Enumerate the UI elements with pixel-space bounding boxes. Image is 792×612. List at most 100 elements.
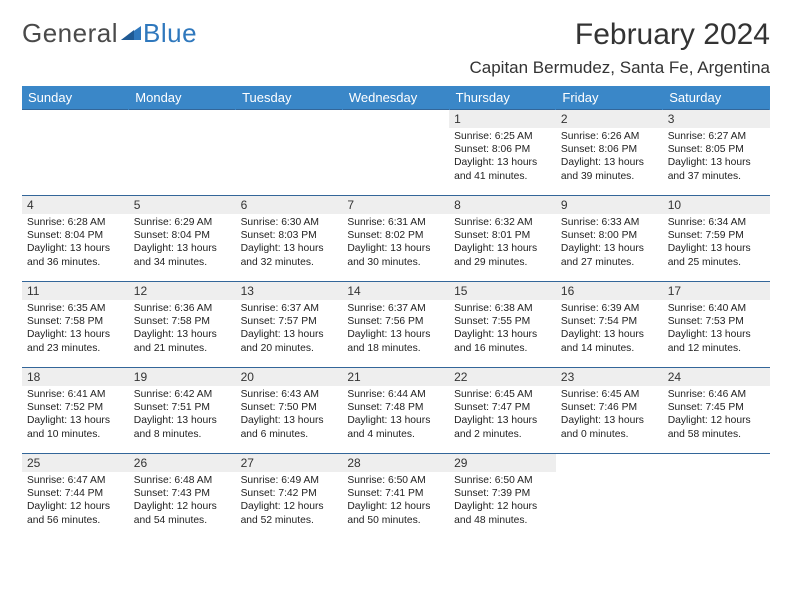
calendar-day-cell (236, 110, 343, 196)
day-number: 20 (236, 368, 343, 386)
calendar-day-cell: 15Sunrise: 6:38 AMSunset: 7:55 PMDayligh… (449, 282, 556, 368)
day-number: 8 (449, 196, 556, 214)
day-number: 5 (129, 196, 236, 214)
day-number: 4 (22, 196, 129, 214)
calendar-day-cell: 29Sunrise: 6:50 AMSunset: 7:39 PMDayligh… (449, 454, 556, 540)
day-details: Sunrise: 6:37 AMSunset: 7:57 PMDaylight:… (236, 300, 343, 358)
day-number: 10 (663, 196, 770, 214)
calendar-day-cell: 9Sunrise: 6:33 AMSunset: 8:00 PMDaylight… (556, 196, 663, 282)
day-details: Sunrise: 6:42 AMSunset: 7:51 PMDaylight:… (129, 386, 236, 444)
weekday-header: Wednesday (342, 86, 449, 110)
day-details: Sunrise: 6:50 AMSunset: 7:39 PMDaylight:… (449, 472, 556, 530)
day-details: Sunrise: 6:49 AMSunset: 7:42 PMDaylight:… (236, 472, 343, 530)
day-details: Sunrise: 6:31 AMSunset: 8:02 PMDaylight:… (342, 214, 449, 272)
day-number: 9 (556, 196, 663, 214)
day-number: 26 (129, 454, 236, 472)
calendar-day-cell: 1Sunrise: 6:25 AMSunset: 8:06 PMDaylight… (449, 110, 556, 196)
calendar-day-cell: 17Sunrise: 6:40 AMSunset: 7:53 PMDayligh… (663, 282, 770, 368)
calendar-day-cell: 27Sunrise: 6:49 AMSunset: 7:42 PMDayligh… (236, 454, 343, 540)
weekday-header: Saturday (663, 86, 770, 110)
calendar-day-cell: 23Sunrise: 6:45 AMSunset: 7:46 PMDayligh… (556, 368, 663, 454)
day-number: 1 (449, 110, 556, 128)
calendar-day-cell (556, 454, 663, 540)
day-details: Sunrise: 6:45 AMSunset: 7:46 PMDaylight:… (556, 386, 663, 444)
day-number: 29 (449, 454, 556, 472)
logo-text-b: Blue (143, 18, 197, 49)
calendar-week-row: 25Sunrise: 6:47 AMSunset: 7:44 PMDayligh… (22, 454, 770, 540)
day-number: 19 (129, 368, 236, 386)
weekday-header: Tuesday (236, 86, 343, 110)
day-number: 15 (449, 282, 556, 300)
day-number: 27 (236, 454, 343, 472)
calendar-day-cell (22, 110, 129, 196)
calendar-day-cell: 26Sunrise: 6:48 AMSunset: 7:43 PMDayligh… (129, 454, 236, 540)
calendar-week-row: 11Sunrise: 6:35 AMSunset: 7:58 PMDayligh… (22, 282, 770, 368)
weekday-header: Friday (556, 86, 663, 110)
day-number: 17 (663, 282, 770, 300)
calendar-day-cell: 5Sunrise: 6:29 AMSunset: 8:04 PMDaylight… (129, 196, 236, 282)
calendar-week-row: 18Sunrise: 6:41 AMSunset: 7:52 PMDayligh… (22, 368, 770, 454)
day-details: Sunrise: 6:47 AMSunset: 7:44 PMDaylight:… (22, 472, 129, 530)
day-details: Sunrise: 6:29 AMSunset: 8:04 PMDaylight:… (129, 214, 236, 272)
calendar-day-cell: 22Sunrise: 6:45 AMSunset: 7:47 PMDayligh… (449, 368, 556, 454)
calendar-day-cell: 21Sunrise: 6:44 AMSunset: 7:48 PMDayligh… (342, 368, 449, 454)
day-details: Sunrise: 6:33 AMSunset: 8:00 PMDaylight:… (556, 214, 663, 272)
calendar-day-cell: 14Sunrise: 6:37 AMSunset: 7:56 PMDayligh… (342, 282, 449, 368)
day-number: 14 (342, 282, 449, 300)
day-details: Sunrise: 6:37 AMSunset: 7:56 PMDaylight:… (342, 300, 449, 358)
day-number: 2 (556, 110, 663, 128)
calendar-day-cell: 7Sunrise: 6:31 AMSunset: 8:02 PMDaylight… (342, 196, 449, 282)
logo-triangle-icon (120, 18, 142, 49)
day-details: Sunrise: 6:32 AMSunset: 8:01 PMDaylight:… (449, 214, 556, 272)
calendar-day-cell: 25Sunrise: 6:47 AMSunset: 7:44 PMDayligh… (22, 454, 129, 540)
day-details: Sunrise: 6:26 AMSunset: 8:06 PMDaylight:… (556, 128, 663, 186)
day-details: Sunrise: 6:41 AMSunset: 7:52 PMDaylight:… (22, 386, 129, 444)
day-number: 25 (22, 454, 129, 472)
day-details: Sunrise: 6:48 AMSunset: 7:43 PMDaylight:… (129, 472, 236, 530)
day-details: Sunrise: 6:36 AMSunset: 7:58 PMDaylight:… (129, 300, 236, 358)
day-details: Sunrise: 6:27 AMSunset: 8:05 PMDaylight:… (663, 128, 770, 186)
title-block: February 2024 Capitan Bermudez, Santa Fe… (469, 18, 770, 78)
calendar-week-row: 4Sunrise: 6:28 AMSunset: 8:04 PMDaylight… (22, 196, 770, 282)
logo: General Blue (22, 18, 197, 49)
day-number: 18 (22, 368, 129, 386)
calendar-day-cell: 10Sunrise: 6:34 AMSunset: 7:59 PMDayligh… (663, 196, 770, 282)
weekday-header: Monday (129, 86, 236, 110)
location-label: Capitan Bermudez, Santa Fe, Argentina (469, 58, 770, 78)
day-number: 24 (663, 368, 770, 386)
day-number: 11 (22, 282, 129, 300)
day-number: 23 (556, 368, 663, 386)
day-details: Sunrise: 6:45 AMSunset: 7:47 PMDaylight:… (449, 386, 556, 444)
calendar-day-cell: 24Sunrise: 6:46 AMSunset: 7:45 PMDayligh… (663, 368, 770, 454)
day-details: Sunrise: 6:40 AMSunset: 7:53 PMDaylight:… (663, 300, 770, 358)
calendar-table: SundayMondayTuesdayWednesdayThursdayFrid… (22, 86, 770, 540)
header: General Blue February 2024 Capitan Bermu… (22, 18, 770, 78)
weekday-header-row: SundayMondayTuesdayWednesdayThursdayFrid… (22, 86, 770, 110)
day-number: 7 (342, 196, 449, 214)
calendar-week-row: 1Sunrise: 6:25 AMSunset: 8:06 PMDaylight… (22, 110, 770, 196)
calendar-day-cell: 8Sunrise: 6:32 AMSunset: 8:01 PMDaylight… (449, 196, 556, 282)
calendar-day-cell: 4Sunrise: 6:28 AMSunset: 8:04 PMDaylight… (22, 196, 129, 282)
calendar-day-cell: 12Sunrise: 6:36 AMSunset: 7:58 PMDayligh… (129, 282, 236, 368)
logo-text-a: General (22, 18, 118, 49)
day-number: 22 (449, 368, 556, 386)
weekday-header: Thursday (449, 86, 556, 110)
day-number: 28 (342, 454, 449, 472)
calendar-day-cell: 19Sunrise: 6:42 AMSunset: 7:51 PMDayligh… (129, 368, 236, 454)
calendar-day-cell: 16Sunrise: 6:39 AMSunset: 7:54 PMDayligh… (556, 282, 663, 368)
day-details: Sunrise: 6:28 AMSunset: 8:04 PMDaylight:… (22, 214, 129, 272)
calendar-day-cell (129, 110, 236, 196)
day-details: Sunrise: 6:50 AMSunset: 7:41 PMDaylight:… (342, 472, 449, 530)
day-number: 3 (663, 110, 770, 128)
calendar-day-cell (342, 110, 449, 196)
day-details: Sunrise: 6:43 AMSunset: 7:50 PMDaylight:… (236, 386, 343, 444)
calendar-body: 1Sunrise: 6:25 AMSunset: 8:06 PMDaylight… (22, 110, 770, 540)
calendar-day-cell: 3Sunrise: 6:27 AMSunset: 8:05 PMDaylight… (663, 110, 770, 196)
month-title: February 2024 (469, 18, 770, 52)
calendar-day-cell (663, 454, 770, 540)
day-details: Sunrise: 6:34 AMSunset: 7:59 PMDaylight:… (663, 214, 770, 272)
day-number: 16 (556, 282, 663, 300)
day-details: Sunrise: 6:44 AMSunset: 7:48 PMDaylight:… (342, 386, 449, 444)
day-number: 13 (236, 282, 343, 300)
day-details: Sunrise: 6:39 AMSunset: 7:54 PMDaylight:… (556, 300, 663, 358)
